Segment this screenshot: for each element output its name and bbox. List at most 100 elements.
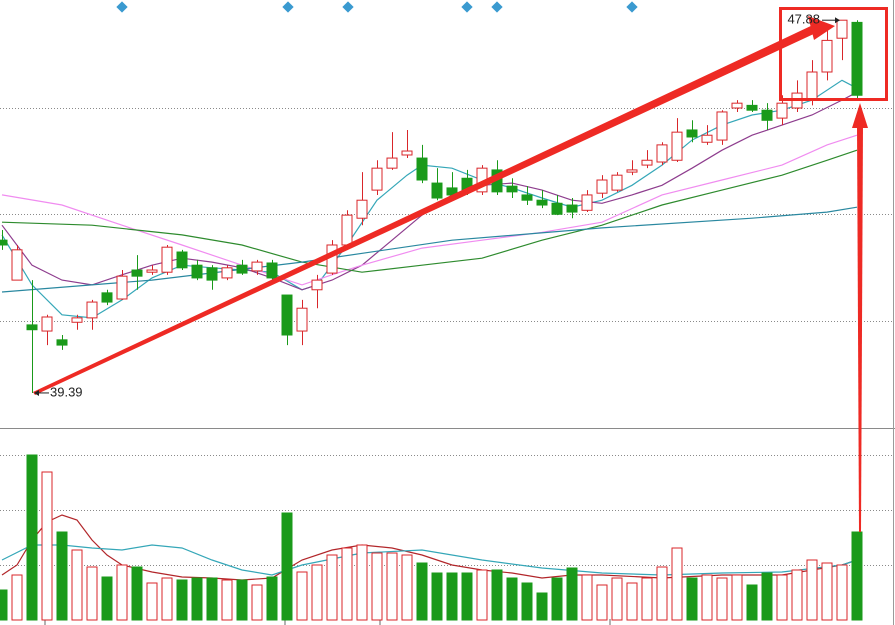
high-label: 47.88 (787, 12, 820, 27)
candle-body (26, 324, 38, 331)
candle-body (716, 111, 728, 141)
volume-bar (536, 592, 548, 621)
volume-bar (326, 554, 338, 621)
candle-body (386, 157, 398, 169)
candle-body (626, 169, 638, 173)
candle-body (11, 249, 23, 281)
candle-body (731, 102, 743, 109)
volume-bar (701, 574, 713, 621)
candle-body (221, 267, 233, 279)
candle-body (746, 104, 758, 111)
moving-averages (1, 79, 858, 581)
volume-bar (341, 547, 353, 621)
volume-bar (731, 574, 743, 621)
volume-bar (461, 572, 473, 621)
volume-bar (686, 577, 698, 621)
candle-body (401, 150, 413, 156)
candle-body (161, 246, 173, 273)
candle-body (116, 275, 128, 300)
volume-bar (716, 577, 728, 621)
candle-body (566, 204, 578, 213)
volume-arrow-head (852, 103, 868, 128)
candle-body (656, 144, 668, 163)
candle-body (776, 102, 788, 119)
volume-bar (41, 471, 53, 621)
volume-bar (626, 582, 638, 621)
volume-bar (821, 562, 833, 621)
grid (0, 108, 893, 566)
candle-body (596, 179, 608, 194)
candle-body (191, 264, 203, 279)
volume-bar (761, 572, 773, 621)
volume-bar (11, 574, 23, 621)
volume-bar (581, 574, 593, 621)
volume-bar (236, 579, 248, 621)
volume-bar (131, 566, 143, 621)
volume-bar (656, 566, 668, 621)
moving-average-line (1, 514, 858, 581)
volume-bar (101, 576, 113, 621)
volume-bar (191, 577, 203, 621)
volume-bar (266, 576, 278, 621)
candle-body (536, 199, 548, 206)
volume-bar (836, 564, 848, 621)
moving-average-line (1, 544, 858, 576)
candle-body (506, 185, 518, 193)
volume-bar (791, 569, 803, 621)
trend-arrow (33, 24, 818, 395)
candle-body (371, 167, 383, 191)
volume-bar (851, 531, 863, 621)
volume-bar (56, 531, 68, 621)
candle-body (356, 199, 368, 219)
volume-bar (776, 574, 788, 621)
candle-body (701, 134, 713, 143)
candle-body (611, 174, 623, 191)
candle-body (326, 244, 338, 274)
volume-bar (86, 566, 98, 621)
volume-bar (296, 571, 308, 621)
candle-body (281, 294, 293, 336)
candle-body (761, 109, 773, 121)
candle-body (56, 339, 68, 346)
candle-body (806, 71, 818, 101)
volume-bar (416, 562, 428, 621)
volume-bar (386, 552, 398, 621)
candle-body (851, 21, 863, 96)
volume-arrow (857, 125, 863, 532)
volume-bar (566, 567, 578, 621)
highlight-box (779, 7, 888, 101)
volume-bar (491, 569, 503, 621)
volume-bar (446, 572, 458, 621)
volume-bar (551, 577, 563, 621)
candle-body (686, 129, 698, 138)
candle-body (251, 261, 263, 272)
volume-bar (176, 579, 188, 621)
volume-bar (146, 582, 158, 621)
volume-bar (596, 584, 608, 621)
candle-body (836, 19, 848, 39)
candle-body (311, 279, 323, 291)
candle-body (341, 214, 353, 246)
volume-bar (0, 589, 8, 621)
volume-bar (671, 547, 683, 621)
volume-bar (401, 554, 413, 621)
candle-body (71, 317, 83, 323)
candle-body (551, 202, 563, 215)
low-label: 39.39 (50, 384, 83, 399)
volume-bar (221, 579, 233, 621)
moving-average-line (1, 206, 858, 293)
volume-bar (116, 564, 128, 621)
volume-bar (476, 569, 488, 621)
volume-bar (206, 577, 218, 621)
candle-body (521, 194, 533, 201)
candle-body (296, 307, 308, 332)
candle-body (41, 316, 53, 332)
candle-body (266, 262, 278, 279)
low-pointer-head (34, 389, 39, 396)
volume-bar (251, 584, 263, 621)
candle-body (131, 269, 143, 277)
candle-body (176, 251, 188, 269)
candle-body (581, 194, 593, 211)
